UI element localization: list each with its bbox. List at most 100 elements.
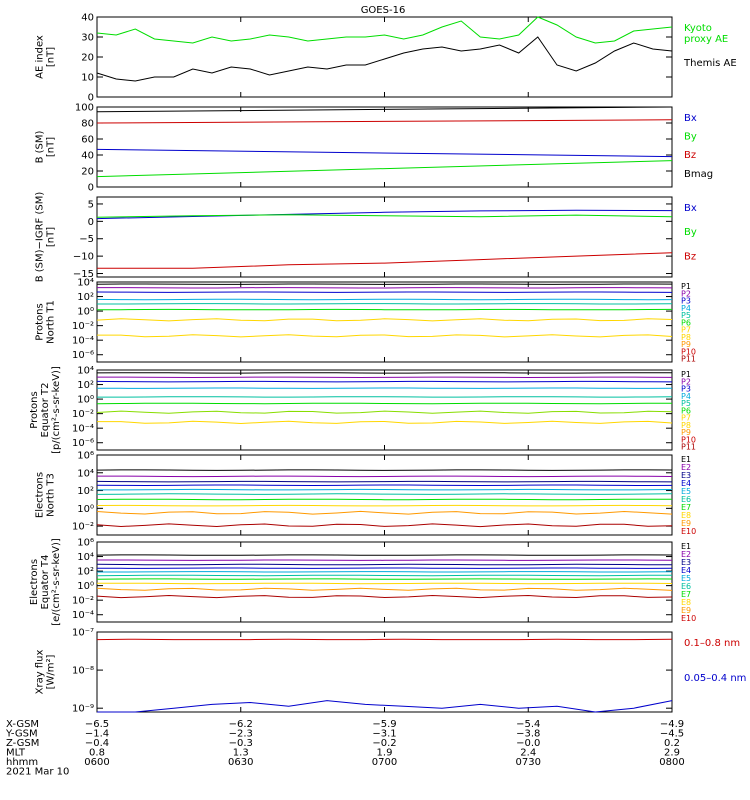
y-tick-label: 10⁻⁸ [72, 666, 94, 677]
x-axis-row-label: hhmm [6, 757, 38, 768]
series-line-electrons_t3-7 [96, 504, 673, 507]
y-tick-label: 40 [81, 151, 94, 162]
y-tick-label: 10² [77, 486, 94, 497]
legend-entry: P8 [681, 421, 691, 430]
series-line-protons_t2-7 [97, 420, 673, 425]
x-axis-value: 2.4 [520, 748, 536, 759]
y-tick-label: 80 [81, 119, 94, 130]
legend-entry: E3 [681, 471, 691, 480]
series-line-bsm-3 [96, 106, 673, 113]
y-tick-label: 40 [81, 13, 94, 24]
y-tick-label: 20 [81, 53, 94, 64]
x-axis-row-label: MLT [6, 748, 26, 759]
legend-entry: P3 [681, 385, 691, 394]
x-axis-value: 0700 [372, 757, 397, 768]
y-tick-label: 10⁴ [77, 468, 94, 479]
legend-entry: Themis AE [683, 58, 737, 69]
legend-entry: E10 [681, 527, 696, 536]
y-axis-label: Equator T4 [40, 555, 51, 610]
y-tick-label: 5 [88, 199, 94, 210]
legend-entry: E6 [681, 495, 691, 504]
legend-entry: P6 [681, 406, 691, 415]
x-axis-value: −0.2 [372, 738, 396, 749]
date-label: 2021 Mar 10 [6, 767, 69, 778]
y-tick-label: 10⁻² [72, 522, 94, 533]
legend-entry: E1 [681, 542, 691, 551]
panel-frame-electrons_t3 [96, 454, 673, 536]
panel-frame-bigrf [96, 196, 673, 278]
y-tick-label: 10⁰ [77, 395, 94, 406]
legend-entry: Kyoto [684, 23, 712, 34]
series-line-protons_t1-7 [97, 334, 673, 338]
y-axis-label: Protons [35, 303, 46, 340]
legend-entry: E8 [681, 598, 691, 607]
y-tick-label: 10² [77, 292, 94, 303]
y-tick-label: 10⁻² [72, 321, 94, 332]
legend-entry: P11 [681, 443, 696, 452]
series-line-bigrf-1 [96, 214, 673, 218]
legend-entry: P10 [681, 435, 696, 444]
y-tick-label: 0 [88, 93, 94, 104]
y-axis-label: [nT] [46, 227, 57, 247]
x-axis-value: −6.2 [229, 719, 253, 730]
series-line-electrons_t3-0 [96, 469, 673, 471]
legend-entry: P10 [681, 347, 696, 356]
y-tick-label: 10² [77, 567, 94, 578]
series-line-protons_t2-6 [96, 410, 673, 414]
series-line-protons_t1-3 [96, 298, 673, 301]
legend-entry: P11 [681, 355, 696, 364]
y-axis-label: Electrons [35, 472, 46, 518]
panel-frame-xray [96, 631, 673, 713]
y-tick-label: 10⁻⁷ [72, 628, 94, 639]
y-tick-label: −15 [73, 269, 94, 280]
x-axis-value: −5.4 [516, 719, 540, 730]
y-tick-label: 60 [81, 135, 94, 146]
series-line-bsm-0 [96, 148, 673, 158]
y-tick-label: 100 [75, 103, 94, 114]
y-tick-label: −10 [73, 252, 94, 263]
y-tick-label: 10⁻⁶ [72, 350, 94, 361]
y-tick-label: 10⁻⁶ [72, 438, 94, 449]
y-tick-label: −5 [79, 234, 94, 245]
x-axis-value: −6.5 [85, 719, 109, 730]
y-tick-label: 10⁻⁴ [72, 424, 94, 435]
legend-entry: P4 [681, 392, 691, 401]
x-axis-value: −0.0 [516, 738, 540, 749]
y-tick-label: 0 [88, 183, 94, 194]
series-line-electrons_t3-6 [96, 498, 673, 501]
x-axis-value: −0.3 [229, 738, 253, 749]
series-line-bsm-1 [96, 160, 673, 178]
legend-entry: E2 [681, 550, 691, 559]
legend-entry: E8 [681, 511, 691, 520]
legend-entry: P5 [681, 399, 691, 408]
legend-entry: Bx [684, 203, 697, 214]
x-axis-value: 2.9 [664, 748, 680, 759]
panel-frame-bsm [96, 106, 673, 188]
legend-entry: E1 [681, 455, 691, 464]
series-line-protons_t2-2 [96, 380, 673, 383]
legend-entry: P7 [681, 326, 691, 335]
y-tick-label: 10⁰ [77, 307, 94, 318]
legend-entry: 0.1–0.8 nm [684, 638, 740, 649]
legend-entry: E2 [681, 463, 691, 472]
series-line-electrons_t3-3 [96, 484, 673, 487]
legend-entry: P1 [681, 282, 691, 291]
x-axis-row-label: Y-GSM [5, 729, 38, 740]
y-tick-label: 30 [81, 33, 94, 44]
legend-entry: proxy AE [684, 34, 728, 45]
x-axis-value: −2.3 [229, 729, 253, 740]
legend-entry: E5 [681, 487, 691, 496]
y-tick-label: 10 [81, 73, 94, 84]
legend-entry: P2 [681, 289, 691, 298]
legend-entry: P6 [681, 318, 691, 327]
x-axis-value: −4.5 [660, 729, 684, 740]
series-line-electrons_t3-8 [96, 510, 673, 515]
series-line-electrons_t3-1 [97, 475, 673, 478]
y-axis-label: AE index [35, 35, 46, 79]
legend-entry: P2 [681, 377, 691, 386]
series-line-electrons_t3-4 [97, 488, 673, 491]
legend-entry: By [684, 227, 697, 238]
y-axis-label: B (SM) [35, 130, 46, 163]
